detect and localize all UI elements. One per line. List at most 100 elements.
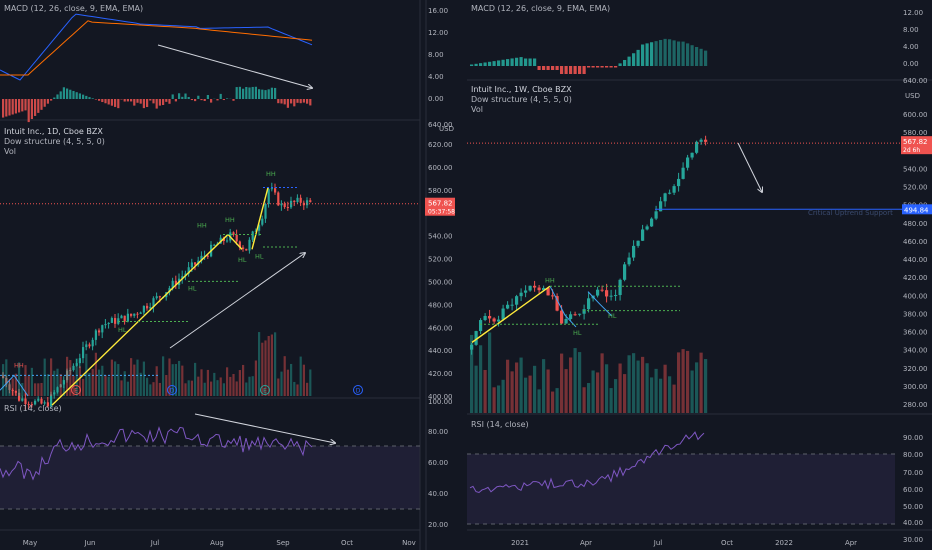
left-x-tick: Oct <box>341 539 353 547</box>
left-volume-bar <box>254 360 257 396</box>
left-macd-histogram-bar <box>56 94 59 99</box>
left-candle-body <box>251 231 254 240</box>
left-candle-body <box>238 241 241 248</box>
left-macd-tick: 16.00 <box>428 7 448 15</box>
right-candle-body <box>537 287 541 291</box>
left-candle-body <box>274 188 277 193</box>
left-trend-line <box>251 187 269 250</box>
left-volume-bar <box>43 358 46 396</box>
right-candle-body <box>654 211 658 219</box>
right-price-tick: 340.00 <box>903 347 928 355</box>
right-volume-bar <box>479 345 483 413</box>
left-macd-label: MACD (12, 26, close, 9, EMA, EMA) <box>4 4 143 13</box>
right-rsi-label[interactable]: RSI (14, close) <box>471 420 529 429</box>
left-volume-bar <box>5 359 8 396</box>
left-volume-bar <box>120 380 123 396</box>
left-candle-body <box>14 390 17 393</box>
right-volume-bar <box>470 334 474 413</box>
right-candle-body <box>681 167 685 179</box>
left-candle <box>181 270 184 284</box>
right-candle-body <box>600 289 604 291</box>
left-candle <box>251 230 254 243</box>
right-chart-title[interactable]: Intuit Inc., 1W, Cboe BZX <box>471 85 572 94</box>
right-volume-bar <box>636 360 640 413</box>
left-candle-body <box>88 344 91 347</box>
right-macd-histogram-bar <box>497 60 501 66</box>
left-dow-marker: HL <box>238 256 247 264</box>
left-candle-body <box>155 296 158 299</box>
left-candle-body <box>5 378 8 385</box>
left-candle <box>254 228 257 232</box>
left-candle-body <box>264 204 267 219</box>
left-volume-bar <box>98 369 101 396</box>
left-macd-histogram-bar <box>34 99 37 116</box>
left-candle <box>50 391 53 408</box>
left-candle-body <box>226 240 229 242</box>
right-candle-body <box>609 295 613 297</box>
right-indicator-label[interactable]: Dow structure (4, 5, 5, 0) <box>471 95 572 104</box>
left-candle <box>46 397 49 408</box>
left-volume-bar <box>270 334 273 396</box>
right-macd-histogram-bar <box>672 40 676 66</box>
left-macd-histogram-bar <box>72 90 75 99</box>
right-vol-label[interactable]: Vol <box>471 105 483 114</box>
right-candle <box>497 315 501 327</box>
right-macd-histogram-bar <box>695 47 699 66</box>
left-macd-histogram-bar <box>24 99 27 111</box>
left-candle-body <box>62 380 65 385</box>
right-macd-histogram-bar <box>686 43 690 66</box>
left-macd-histogram-bar <box>200 99 203 101</box>
left-top-tick: 640.00 <box>428 121 453 129</box>
right-candle-body <box>560 310 564 324</box>
left-candle-body <box>213 244 216 246</box>
left-macd-histogram-bar <box>277 99 280 104</box>
left-macd-histogram-bar <box>251 86 254 99</box>
left-indicator-label[interactable]: Dow structure (4, 5, 5, 0) <box>4 137 105 146</box>
left-candle <box>94 328 97 346</box>
left-macd-histogram-bar <box>190 99 193 101</box>
left-rsi-tick: 40.00 <box>428 490 448 498</box>
left-volume-bar <box>165 374 168 396</box>
left-macd-histogram-bar <box>5 99 8 117</box>
right-volume-bar <box>497 385 501 413</box>
left-macd-histogram-bar <box>280 99 283 104</box>
left-dow-marker: HH <box>14 361 24 369</box>
right-candle <box>573 311 577 316</box>
left-candle-body <box>181 276 184 279</box>
right-macd-histogram-bar <box>600 66 604 68</box>
right-rsi-tick: 70.00 <box>903 469 923 477</box>
left-candle <box>53 390 56 399</box>
right-candle <box>609 289 613 301</box>
left-volume-bar <box>30 367 33 396</box>
right-price-badge-value: 567.82 <box>903 138 928 146</box>
right-price-badge-countdown: 2d 6h <box>903 147 920 154</box>
right-candle-body <box>479 320 483 332</box>
right-volume-bar <box>645 363 649 413</box>
left-candle <box>306 197 309 209</box>
left-candle-body <box>94 330 97 340</box>
left-volume-bar <box>190 380 193 396</box>
left-macd-histogram-bar <box>149 99 152 101</box>
left-volume-bar <box>62 379 65 396</box>
left-price-tick: 620.00 <box>428 141 453 149</box>
right-candle <box>686 154 690 171</box>
right-candle <box>506 301 510 310</box>
support-text: Critical Uptrend Support <box>808 209 893 217</box>
left-event-marker: E <box>260 385 270 395</box>
left-chart-title[interactable]: Intuit Inc., 1D, Cboe BZX <box>4 127 103 136</box>
left-macd-histogram-bar <box>258 89 261 99</box>
left-volume-bar <box>168 358 171 396</box>
right-volume-bar <box>659 378 663 413</box>
right-candle <box>650 217 654 227</box>
right-volume-bar <box>672 384 676 413</box>
left-macd-histogram-bar <box>142 99 145 109</box>
left-volume-bar <box>69 360 72 396</box>
left-macd-histogram-bar <box>43 99 46 107</box>
right-volume-bar <box>591 370 595 413</box>
left-candle <box>142 305 145 315</box>
left-volume-bar <box>290 363 293 396</box>
right-volume-bar <box>627 355 631 413</box>
left-rsi-label[interactable]: RSI (14, close) <box>4 404 62 413</box>
left-vol-label[interactable]: Vol <box>4 147 16 156</box>
left-volume-bar <box>245 382 248 396</box>
